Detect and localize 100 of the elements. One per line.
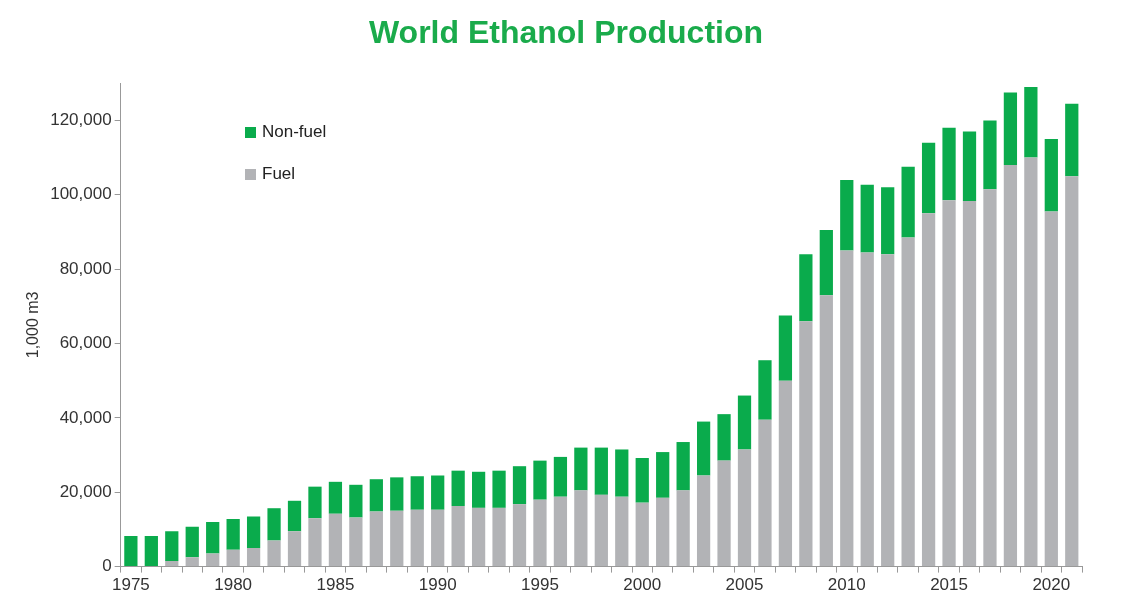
bar (471, 507, 486, 567)
bar (1003, 92, 1018, 166)
bar (492, 507, 506, 567)
bar (451, 505, 465, 567)
bar (799, 254, 813, 322)
x-tick-label: 1975 (111, 575, 150, 595)
bar (533, 460, 547, 500)
bar (349, 484, 363, 518)
bar (553, 496, 568, 567)
bar (615, 449, 629, 497)
bar (390, 477, 404, 511)
bar (144, 536, 158, 567)
bar (471, 471, 486, 508)
y-tick-label: 40,000 (59, 407, 112, 427)
bar (492, 470, 506, 508)
bar (962, 131, 977, 202)
bar (267, 508, 281, 541)
bar (410, 476, 424, 510)
bar (737, 449, 752, 567)
bar (287, 500, 302, 532)
x-tick-label: 2005 (725, 575, 764, 595)
bar (533, 499, 547, 567)
bar (512, 466, 527, 505)
bar (1003, 165, 1018, 567)
bar (901, 166, 915, 238)
bar (512, 504, 527, 567)
bar (778, 315, 793, 381)
bar (574, 490, 588, 567)
x-tick-label: 2015 (930, 575, 968, 595)
x-tick-label: 2000 (623, 575, 662, 595)
bar (656, 452, 670, 498)
y-tick-label: 20,000 (59, 481, 112, 501)
bar (799, 321, 813, 567)
bar (1044, 138, 1058, 212)
bar (656, 497, 670, 567)
bar (921, 213, 936, 567)
bar (758, 360, 772, 420)
bar (165, 561, 179, 567)
bar (676, 490, 690, 567)
bar (1065, 176, 1079, 567)
bar (860, 252, 874, 567)
bar (696, 475, 711, 567)
bar (717, 460, 731, 567)
x-tick-label: 1995 (521, 575, 559, 595)
legend-label: Non-fuel (262, 122, 327, 142)
y-tick-label: 60,000 (59, 333, 112, 353)
bar (308, 518, 322, 567)
x-tick-label: 1990 (418, 575, 457, 595)
bar (349, 517, 363, 567)
bar (881, 187, 895, 255)
bar (451, 470, 465, 506)
bar (390, 510, 404, 567)
x-tick-label: 1980 (214, 575, 253, 595)
bar (840, 179, 854, 251)
y-tick-label: 120,000 (50, 110, 112, 130)
bar (696, 421, 711, 476)
bar (778, 380, 793, 567)
bar (246, 548, 261, 567)
bar (983, 120, 997, 190)
bar (165, 531, 179, 562)
bar (615, 496, 629, 567)
bar (185, 526, 199, 558)
legend-label: Fuel (262, 164, 296, 184)
bar (1044, 211, 1058, 567)
bar (226, 549, 240, 567)
bar (942, 127, 956, 201)
bar (308, 486, 322, 519)
chart-title: World Ethanol Production (367, 14, 764, 51)
bar (226, 519, 240, 550)
bar (635, 458, 649, 503)
bar (983, 189, 997, 567)
bar (246, 516, 261, 549)
bar (942, 200, 956, 567)
bar (267, 540, 281, 567)
bar (717, 414, 731, 461)
x-tick-label: 1985 (316, 575, 355, 595)
bar (1065, 103, 1079, 177)
bar (369, 511, 383, 567)
bar (206, 553, 220, 567)
x-tick-label: 2020 (1032, 575, 1071, 595)
bar (410, 509, 424, 567)
y-tick-label: 0 (102, 556, 112, 576)
bar (1024, 157, 1038, 567)
bar (962, 201, 977, 567)
y-tick-label: 80,000 (59, 258, 112, 278)
bar (431, 475, 445, 510)
bar (901, 237, 915, 567)
bar (431, 509, 445, 567)
bar (185, 557, 199, 567)
bar (594, 494, 608, 567)
bar (921, 142, 936, 214)
x-tick-label: 2010 (827, 575, 866, 595)
bar (553, 456, 568, 497)
bar (840, 250, 854, 567)
bar (287, 531, 302, 567)
bar (328, 481, 343, 514)
bar (819, 295, 833, 567)
bar (369, 479, 383, 512)
bar (758, 419, 772, 567)
bar (574, 447, 588, 491)
